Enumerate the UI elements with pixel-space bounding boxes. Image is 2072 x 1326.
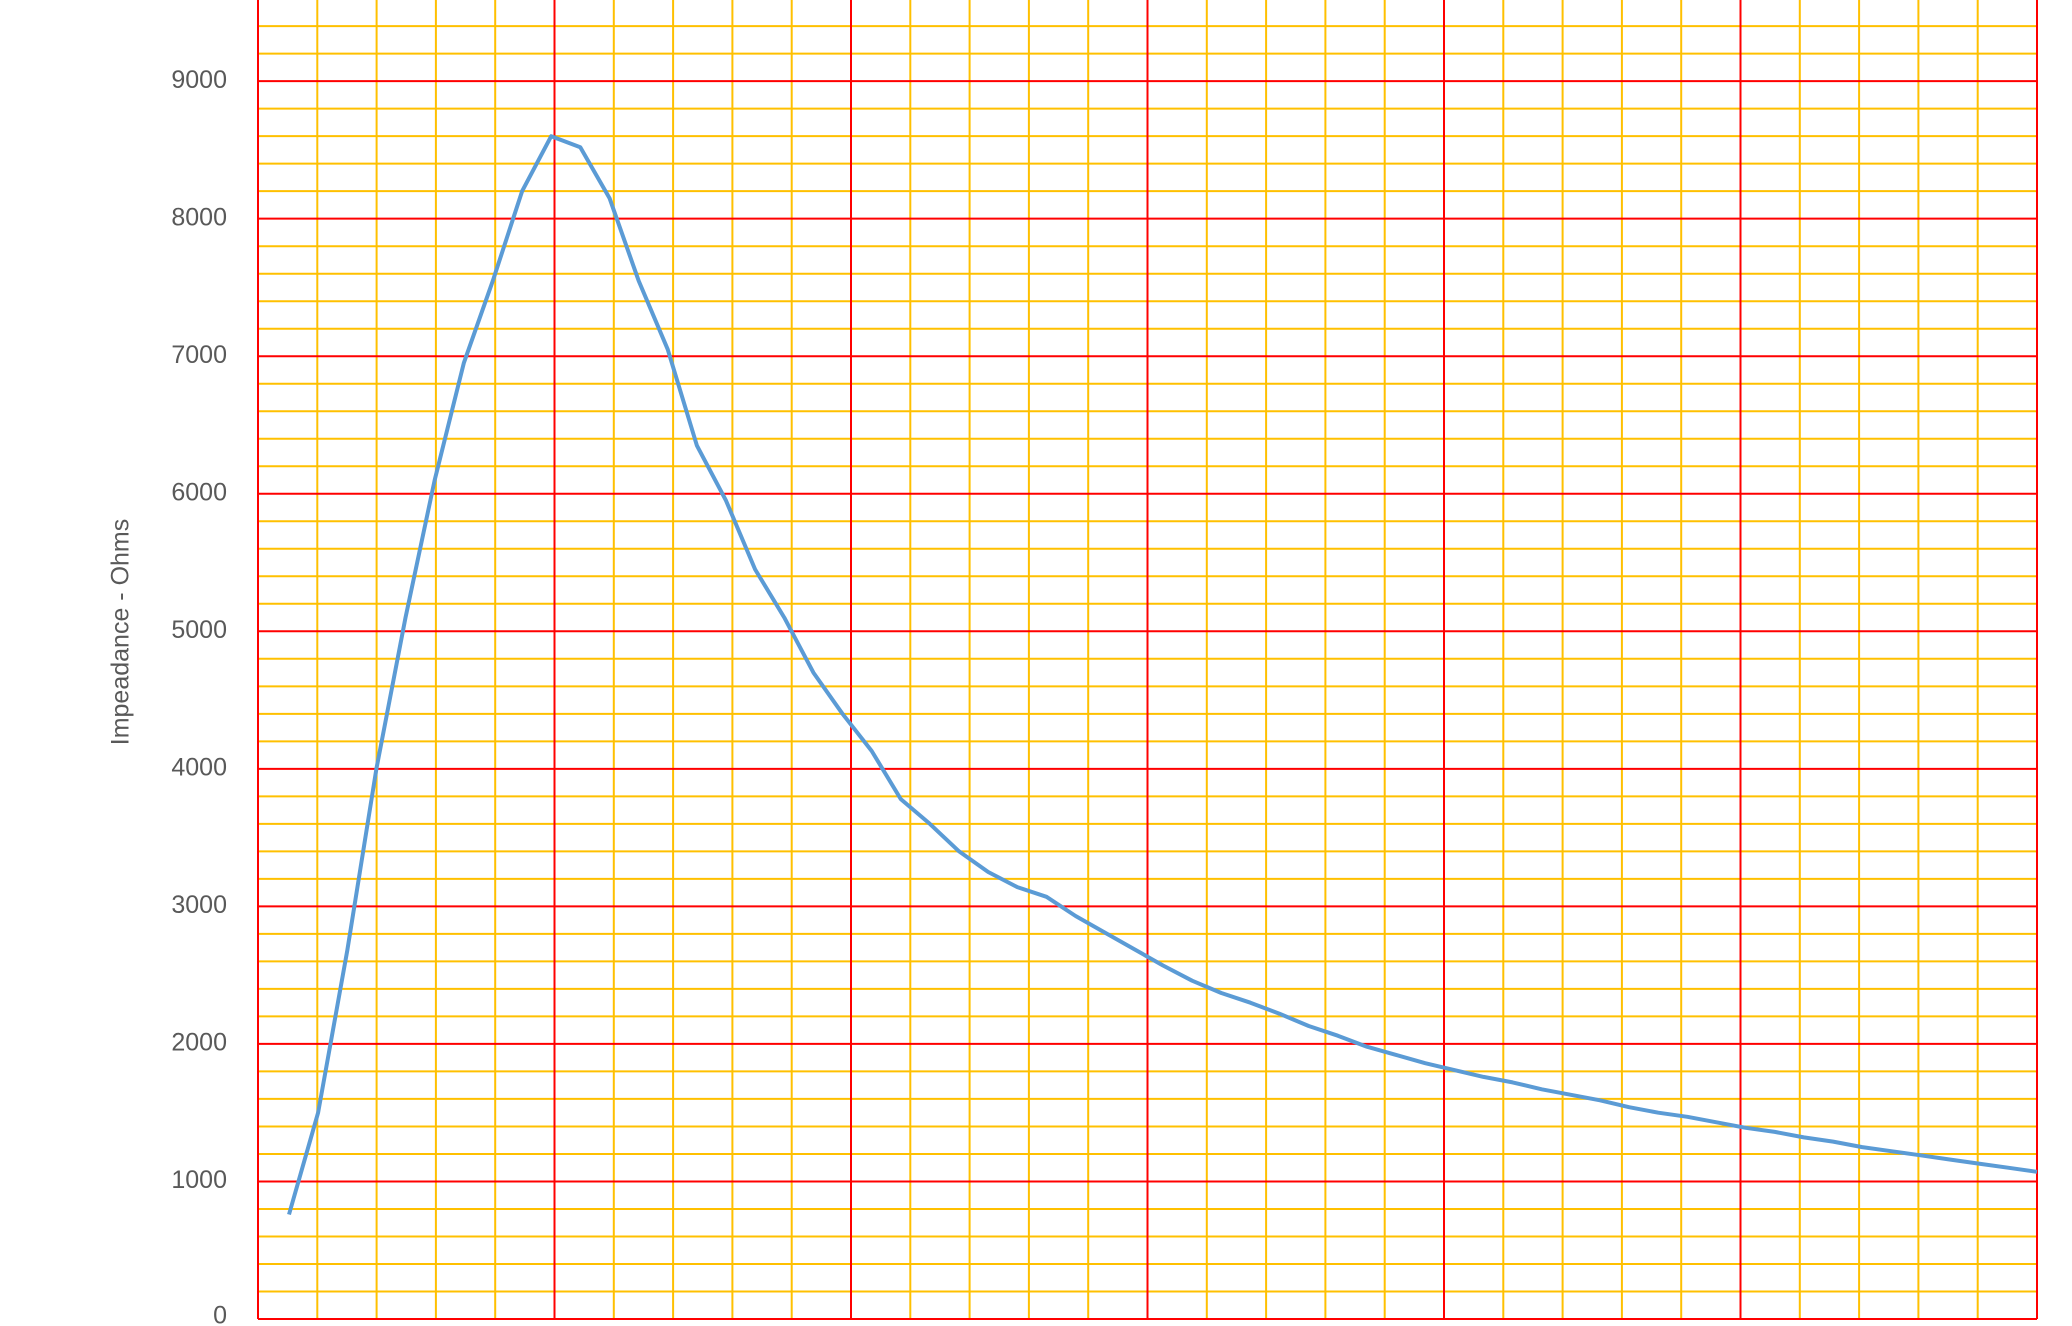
y-tick-label: 6000 xyxy=(171,478,227,506)
y-tick-label: 8000 xyxy=(171,203,227,231)
y-axis-label: Impeadance - Ohms xyxy=(107,519,135,746)
y-tick-label: 7000 xyxy=(171,341,227,369)
y-tick-label: 9000 xyxy=(171,66,227,94)
grid xyxy=(257,0,2038,1320)
y-tick-label: 3000 xyxy=(171,891,227,919)
line-series xyxy=(287,134,2038,1216)
y-tick-label: 0 xyxy=(213,1302,227,1326)
y-tick-label: 1000 xyxy=(171,1166,227,1194)
y-tick-label: 5000 xyxy=(171,616,227,644)
y-tick-label: 4000 xyxy=(171,753,227,781)
y-tick-label: 2000 xyxy=(171,1029,227,1057)
